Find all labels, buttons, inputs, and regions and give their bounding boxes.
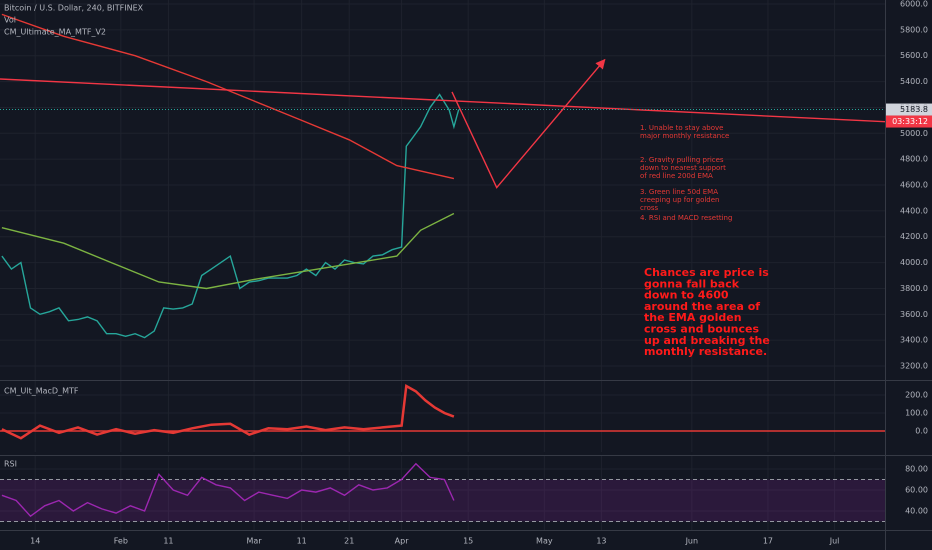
y-tick-label: 200.0 [905, 391, 928, 400]
y-tick-label: 4400.0 [900, 206, 928, 215]
x-tick-label: 11 [297, 537, 307, 546]
y-tick-label: 5800.0 [900, 25, 928, 34]
y-tick-label: 80.00 [905, 465, 928, 474]
series-line [1, 212, 455, 290]
y-tick-label: 3800.0 [900, 284, 928, 293]
macd-title: CM_Ult_MacD_MTF [4, 387, 79, 396]
y-tick-label: 0.0 [915, 426, 928, 435]
y-tick-label: 3400.0 [900, 336, 928, 345]
y-tick-label: 40.00 [905, 507, 928, 516]
callout-text: down to 4600 [644, 289, 729, 302]
note-text: creeping up for golden [640, 196, 720, 204]
note-text: 3. Green line 50d EMA [640, 188, 718, 196]
note-text: down to nearest support [640, 164, 726, 172]
note-text: 2. Gravity pulling prices [640, 156, 724, 164]
series-line [1, 93, 460, 339]
note-text: 4. RSI and MACD resetting [640, 214, 732, 222]
note-text: major monthly resistance [640, 132, 729, 140]
resistance-line [0, 78, 886, 123]
series-line [1, 462, 455, 518]
y-tick-label: 5000.0 [900, 129, 928, 138]
rsi-title: RSI [4, 460, 17, 469]
x-tick-label: 17 [763, 537, 773, 546]
callout-text: the EMA golden [644, 311, 742, 324]
rsi-band [0, 479, 885, 522]
note-text: cross [640, 204, 659, 212]
series-line [1, 383, 455, 440]
callout-text: around the area of [644, 300, 760, 313]
labels: Bitcoin / U.S. Dollar, 240, BITFINEX Vol… [4, 0, 928, 546]
projection-arrow [451, 58, 606, 189]
note-text: of red line 200d EMA [640, 172, 713, 180]
y-tick-label: 5400.0 [900, 77, 928, 86]
callout-text: gonna fall back [644, 277, 740, 290]
callout-text: Chances are price is [644, 266, 769, 279]
volume-label: Vol [4, 16, 16, 25]
x-tick-label: 13 [596, 537, 606, 546]
x-tick-label: Apr [395, 537, 410, 546]
note-text: 1. Unable to stay above [640, 124, 723, 132]
x-tick-label: 11 [163, 537, 173, 546]
x-tick-label: Jul [829, 537, 840, 546]
grid [0, 0, 885, 530]
y-tick-label: 3200.0 [900, 362, 928, 371]
series-line [1, 13, 455, 180]
y-tick-label: 4800.0 [900, 155, 928, 164]
x-tick-label: Feb [114, 537, 128, 546]
countdown-box [886, 115, 932, 128]
chart-title: Bitcoin / U.S. Dollar, 240, BITFINEX [4, 4, 144, 13]
last-price-label: 5183.8 [900, 105, 928, 114]
callout-text: up and breaking the [644, 334, 770, 347]
y-tick-label: 5200.0 [900, 103, 928, 112]
callout-text: monthly resistance. [644, 345, 767, 358]
x-tick-label: Mar [247, 537, 263, 546]
y-tick-label: 4600.0 [900, 181, 928, 190]
countdown-label: 03:33:12 [892, 117, 928, 126]
x-tick-label: 14 [30, 537, 40, 546]
callout-text: cross and bounces [644, 323, 759, 336]
marks [0, 13, 932, 518]
x-tick-label: May [536, 537, 553, 546]
x-tick-label: 15 [463, 537, 473, 546]
y-tick-label: 5600.0 [900, 51, 928, 60]
x-tick-label: 21 [344, 537, 354, 546]
y-tick-label: 3600.0 [900, 310, 928, 319]
indicator-label: CM_Ultimate_MA_MTF_V2 [4, 28, 106, 37]
y-tick-label: 4000.0 [900, 258, 928, 267]
x-tick-label: Jun [685, 537, 699, 546]
y-tick-label: 60.00 [905, 486, 928, 495]
last-price-box [886, 103, 932, 116]
y-tick-label: 6000.0 [900, 0, 928, 9]
y-tick-label: 4200.0 [900, 232, 928, 241]
y-tick-label: 100.0 [905, 408, 928, 417]
